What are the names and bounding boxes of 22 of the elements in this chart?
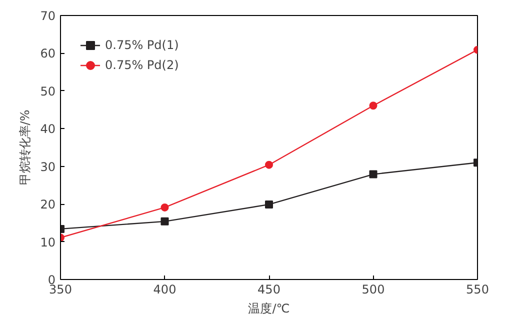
point xyxy=(265,160,273,169)
x-tick-label: 450 xyxy=(258,282,280,296)
y-tick-label: 60 xyxy=(40,46,56,61)
x-tick-label: 550 xyxy=(466,282,489,296)
y-tick-label: 70 xyxy=(40,9,56,23)
point xyxy=(160,203,169,212)
x-axis-title: 温度/℃ xyxy=(248,302,290,316)
point xyxy=(369,102,378,110)
legend-label: 0.75% Pd(1) xyxy=(105,38,179,52)
y-tick-label: 10 xyxy=(40,235,56,250)
x-tick-label: 350 xyxy=(49,282,72,296)
point xyxy=(265,200,273,208)
x-tick-label: 400 xyxy=(153,282,176,296)
legend-label: 0.75% Pd(2) xyxy=(105,58,179,72)
y-tick-label: 40 xyxy=(40,122,56,136)
point xyxy=(369,170,378,178)
y-tick-label: 20 xyxy=(40,198,56,212)
y-axis-title: 甲烷转化率/% xyxy=(18,110,32,186)
y-tick-label: 50 xyxy=(40,84,56,98)
point xyxy=(160,217,169,226)
y-tick-label: 30 xyxy=(40,160,56,174)
x-tick-label: 500 xyxy=(362,282,385,296)
